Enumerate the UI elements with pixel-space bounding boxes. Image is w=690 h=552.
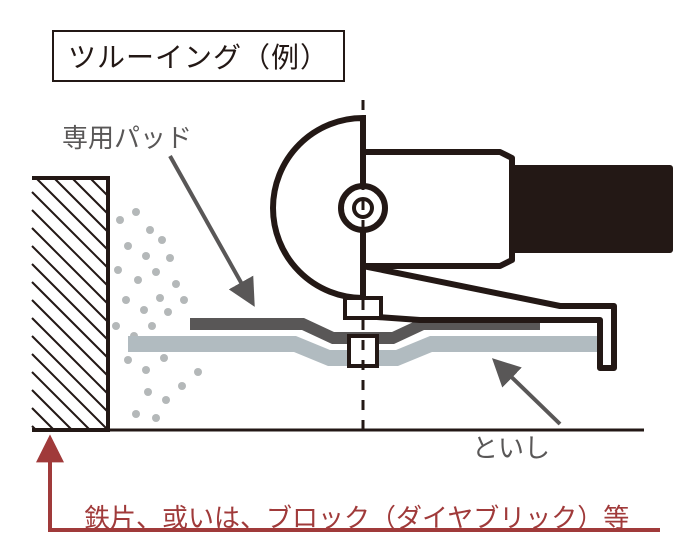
label-block: 鉄片、或いは、ブロック（ダイヤブリック）等 — [84, 498, 629, 535]
label-wheel: といし — [472, 428, 550, 465]
truing-diagram — [0, 0, 690, 552]
diagram-title: ツルーイング（例） — [52, 30, 345, 82]
block-shape — [32, 178, 108, 430]
label-pad: 専用パッド — [62, 118, 192, 155]
debris-dots — [112, 208, 202, 422]
